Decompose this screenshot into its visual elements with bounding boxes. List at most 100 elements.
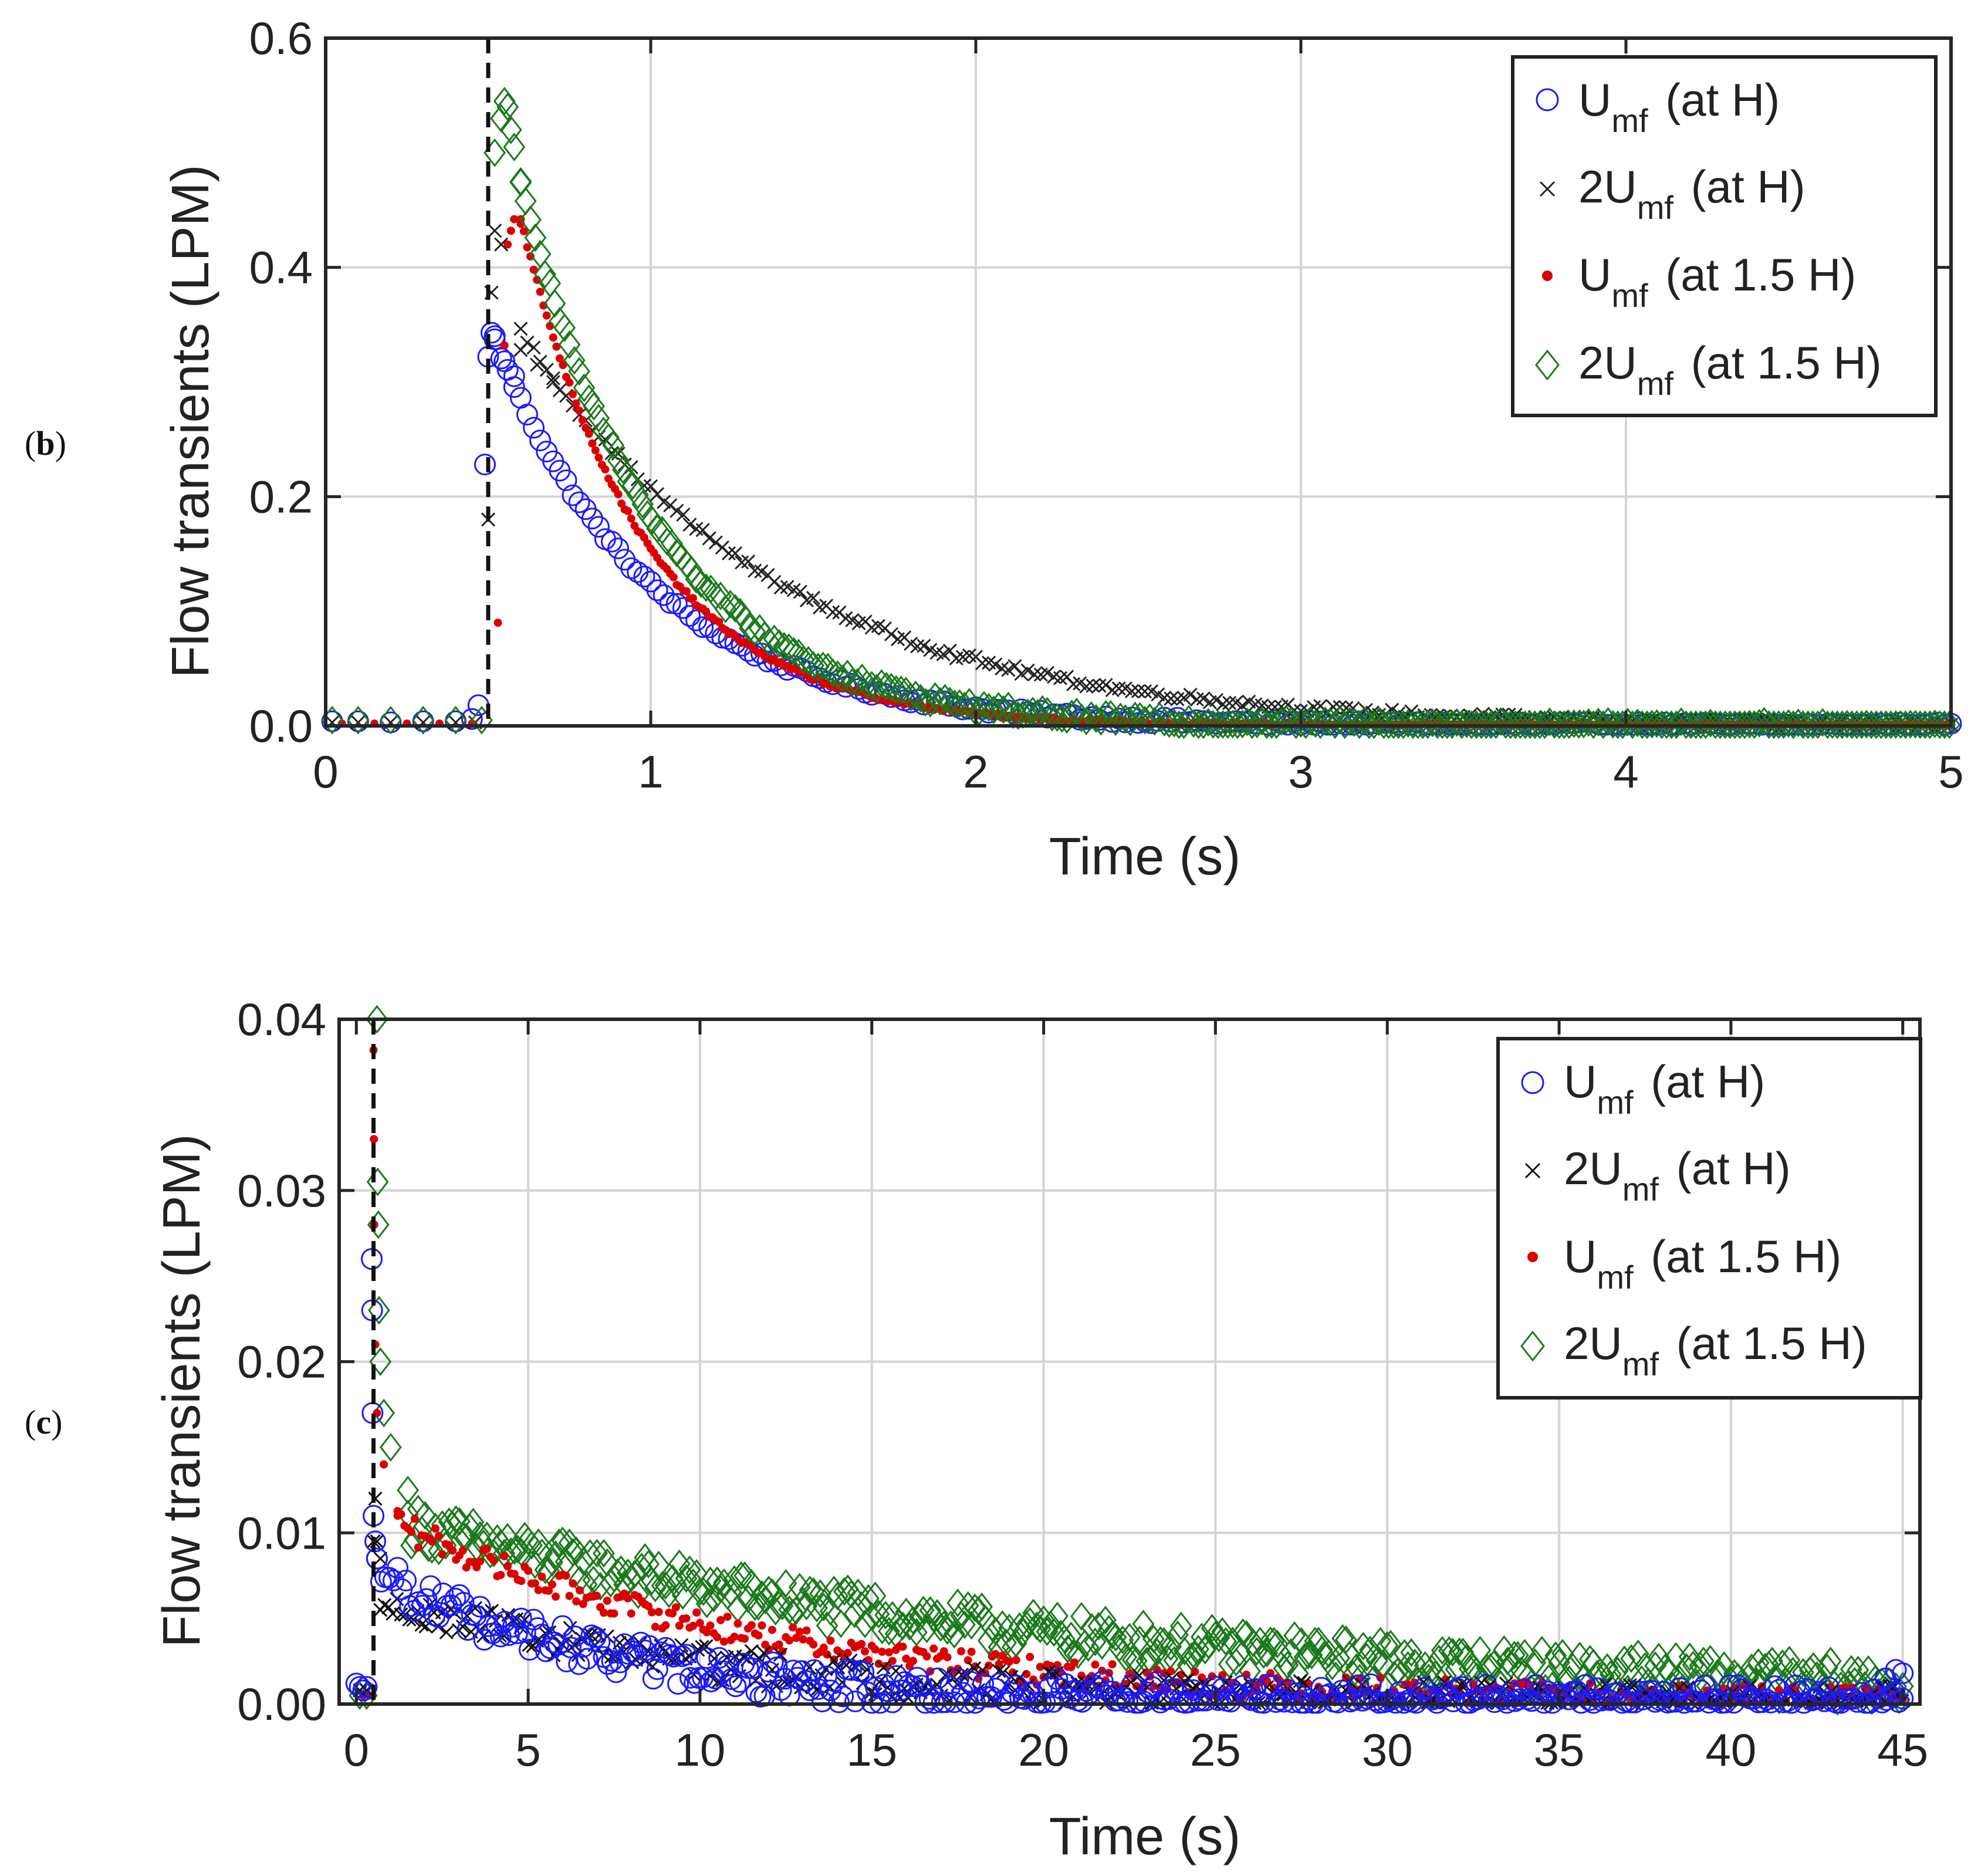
chart-c-s4-point-122 <box>782 1598 804 1628</box>
chart-b-ytick-label-1: 0.2 <box>249 471 313 522</box>
chart-b-s3-point-21 <box>549 333 557 342</box>
chart-c-s4-point-279 <box>1321 1651 1344 1681</box>
chart-c-s1-point-331 <box>1689 1679 1712 1702</box>
panel-letter-b: b <box>36 424 55 462</box>
chart-b-s4-point-163 <box>1241 710 1263 739</box>
chart-c-s1-point-288 <box>1512 1678 1534 1701</box>
chart-b-s3-point-8 <box>506 227 515 235</box>
chart-b-s4-point-90 <box>885 675 908 704</box>
chart-b-s4-point-218 <box>1509 710 1531 739</box>
chart-b-s2-point-88 <box>1001 662 1016 677</box>
chart-c-s3-point-382 <box>1675 1682 1683 1691</box>
chart-c-s2-point-85 <box>699 1639 714 1654</box>
chart-c-s4-point-256 <box>1242 1628 1265 1658</box>
chart-c-s4-point-54 <box>547 1528 570 1557</box>
chart-c-legend-1-post: (at H) <box>1638 1056 1766 1107</box>
chart-c-s4-point-271 <box>1293 1642 1316 1672</box>
chart-c-s4-point-9 <box>397 1475 420 1505</box>
chart-c-legend-4: 2Umf (at 1.5 H) <box>1564 1317 1867 1383</box>
chart-c-s1-point-72 <box>621 1640 644 1662</box>
chart-c-s1-point-75 <box>634 1640 656 1662</box>
chart-c-xtick-label-1: 5 <box>515 1724 540 1776</box>
chart-b-s4-point-113 <box>997 691 1020 721</box>
chart-b-s1-point-25 <box>562 484 584 506</box>
chart-b-s4-point-123 <box>1046 703 1069 732</box>
chart-c-s4-point-387 <box>1692 1647 1715 1676</box>
chart-b-s1-point-28 <box>581 508 603 530</box>
chart-b-legend-3: Umf (at 1.5 H) <box>1578 249 1856 314</box>
chart-c-s4-point-344 <box>1544 1641 1567 1670</box>
chart-b-s1-point-31 <box>601 530 623 553</box>
chart-b-s2-point-39 <box>682 518 697 532</box>
chart-c-s4-point-227 <box>1142 1624 1165 1654</box>
chart-c-s4-point-8 <box>379 1432 402 1462</box>
chart-c-legend-1: Umf (at H) <box>1564 1056 1765 1121</box>
chart-c-s1-point-77 <box>642 1668 664 1690</box>
chart-c-s3-point-152 <box>885 1648 893 1657</box>
chart-c-s4-point-178 <box>974 1604 996 1634</box>
chart-b-s3-point-26 <box>565 378 574 387</box>
chart-c-s4-point-224 <box>1132 1610 1155 1638</box>
chart-c-legend: Umf (at H) 2Umf (at H) Umf (at 1.5 H) 2U… <box>1496 1037 1922 1400</box>
chart-b-s2-point-94 <box>1040 665 1054 680</box>
chart-c-s4-point-143 <box>854 1609 876 1638</box>
chart-c-legend-2: 2Umf (at H) <box>1564 1142 1791 1208</box>
chart-b-s2-point-45 <box>721 546 736 560</box>
chart-b-s3-point-7 <box>503 240 512 249</box>
chart-b-legend-1-post: (at H) <box>1653 74 1780 126</box>
chart-c-s2-point-84 <box>695 1640 709 1654</box>
chart-c-s4-point-368 <box>1627 1640 1649 1668</box>
chart-c-s3-point-189 <box>1012 1656 1020 1664</box>
chart-c-s4-point-333 <box>1506 1641 1529 1670</box>
chart-c-s3-point-62 <box>576 1586 584 1595</box>
chart-c-s3-point-175 <box>963 1656 972 1665</box>
chart-c-s4-point-92 <box>678 1555 701 1584</box>
chart-c-s4-point-351 <box>1568 1641 1591 1671</box>
chart-c-s1-point-374 <box>1867 1687 1889 1709</box>
chart-c-s1-point-25 <box>428 1606 450 1628</box>
chart-c-s4-point-97 <box>695 1589 718 1618</box>
chart-c-ytick-label-0: 0.00 <box>237 1678 326 1730</box>
chart-b-legend-marker-2 <box>1539 181 1556 197</box>
chart-c-s4-point-15 <box>414 1501 437 1530</box>
chart-c-s1-point-92 <box>704 1667 726 1689</box>
chart-b-legend-4: 2Umf (at 1.5 H) <box>1578 337 1882 402</box>
chart-b-s4-point-184 <box>1343 708 1366 737</box>
chart-c-s1-point-223 <box>1244 1678 1266 1701</box>
chart-c-s4-point-115 <box>758 1576 780 1605</box>
chart-c-s1-point-62 <box>580 1624 603 1647</box>
chart-b-s4-point-8 <box>493 86 516 116</box>
chart-c-s2-point-83 <box>691 1642 705 1657</box>
chart-b-xtick-label-0: 0 <box>313 746 338 797</box>
chart-c-s4-point-110 <box>740 1569 763 1598</box>
chart-c-s1-point-279 <box>1475 1674 1497 1696</box>
chart-c-s1-point-56 <box>556 1651 578 1672</box>
chart-c-s3-point-128 <box>802 1626 811 1635</box>
chart-c-s1-point-97 <box>725 1675 747 1698</box>
chart-c-s4-point-346 <box>1551 1638 1574 1668</box>
chart-c-s2-point-190 <box>1132 1668 1147 1683</box>
chart-c-s1-point-227 <box>1261 1675 1283 1697</box>
chart-b-s4-point-182 <box>1333 710 1356 739</box>
chart-b-s2-point-120 <box>1209 692 1224 708</box>
chart-b-s1-point-43 <box>679 605 701 627</box>
chart-c-s3-point-135 <box>826 1636 835 1645</box>
chart-c-s3-point-87 <box>661 1621 670 1630</box>
chart-b-legend-4-post: (at 1.5 H) <box>1678 337 1882 388</box>
chart-b-s4-point-37 <box>626 480 649 509</box>
chart-c-s3-point-51 <box>537 1573 546 1581</box>
chart-b-s2-point-75 <box>917 638 931 653</box>
chart-b-s4-point-149 <box>1172 710 1195 739</box>
chart-b-ytick-label-0: 0.0 <box>249 700 313 752</box>
chart-c-s4-point-107 <box>730 1561 753 1590</box>
chart-b-s4-point-293 <box>1875 710 1898 739</box>
chart-c-s3-point-123 <box>785 1636 794 1645</box>
chart-c-s4-point-309 <box>1424 1660 1447 1689</box>
chart-b-s4-point-109 <box>978 692 1000 722</box>
chart-b-s2-point-98 <box>1066 677 1081 691</box>
chart-b-ticks: 0 1 2 3 4 5 0.0 0.2 0.4 0.6 <box>249 12 1964 797</box>
chart-b-s3-point-45 <box>627 514 635 523</box>
chart-b-s2-point-50 <box>754 564 769 579</box>
chart-b-s3-point-62 <box>682 587 691 596</box>
chart-c-s1-point-31 <box>452 1591 475 1614</box>
